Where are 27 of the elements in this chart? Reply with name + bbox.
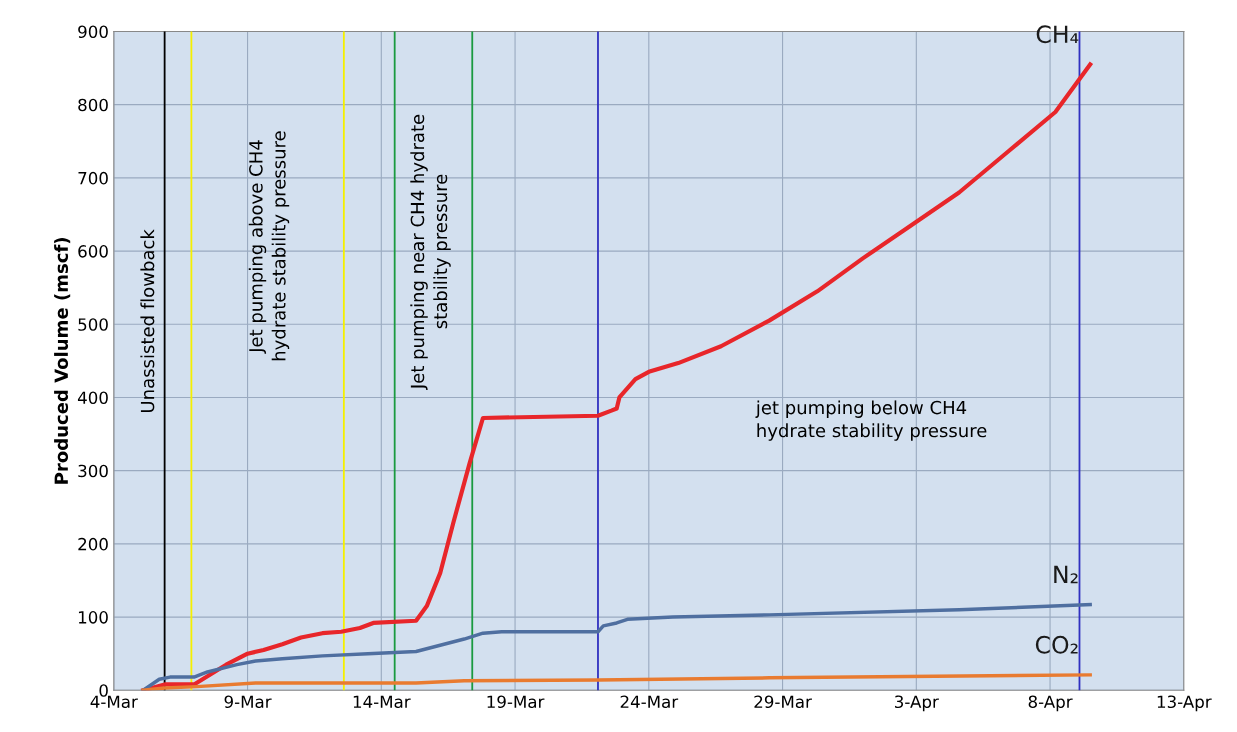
y-tick-label: 800 bbox=[78, 98, 108, 112]
y-tick-label: 200 bbox=[78, 537, 108, 551]
x-tick-label: 13-Apr bbox=[1157, 695, 1212, 712]
annotation: Unassisted flowback bbox=[140, 229, 155, 412]
y-axis-title: Produced Volume (mscf) bbox=[54, 237, 71, 484]
x-tick-label: 14-Mar bbox=[353, 695, 411, 709]
y-tick-label: 600 bbox=[78, 245, 108, 258]
y-tick-label: 300 bbox=[78, 464, 108, 478]
series-label: N₂ bbox=[1054, 565, 1078, 584]
annotation: Jet pumping above CH4 hydrate stability pressure bbox=[248, 131, 290, 361]
series-label: CH₄ bbox=[1036, 25, 1079, 44]
annotation: jet pumping below CH4 hydrate stability pressure bbox=[755, 400, 987, 441]
y-tick-label: 400 bbox=[77, 391, 108, 405]
y-tick-label: 500 bbox=[78, 318, 108, 331]
annotation: Jet pumping near CH4 hydrate stability pressure bbox=[410, 114, 451, 391]
x-tick-label: 24-Mar bbox=[620, 695, 679, 709]
y-tick-label: 900 bbox=[78, 25, 108, 39]
x-tick-label: 8-Apr bbox=[1028, 695, 1073, 712]
y-tick-label: 0 bbox=[99, 684, 108, 697]
x-tick-label: 19-Mar bbox=[487, 695, 545, 709]
x-tick-label: 4-Mar bbox=[90, 695, 138, 709]
series-label: CO₂ bbox=[1035, 635, 1078, 654]
y-tick-label: 700 bbox=[78, 171, 108, 185]
x-tick-label: 29-Mar bbox=[754, 695, 812, 709]
x-tick-label: 3-Apr bbox=[895, 695, 939, 712]
x-tick-label: 9-Mar bbox=[224, 695, 272, 709]
y-tick-label: 100 bbox=[78, 611, 108, 624]
